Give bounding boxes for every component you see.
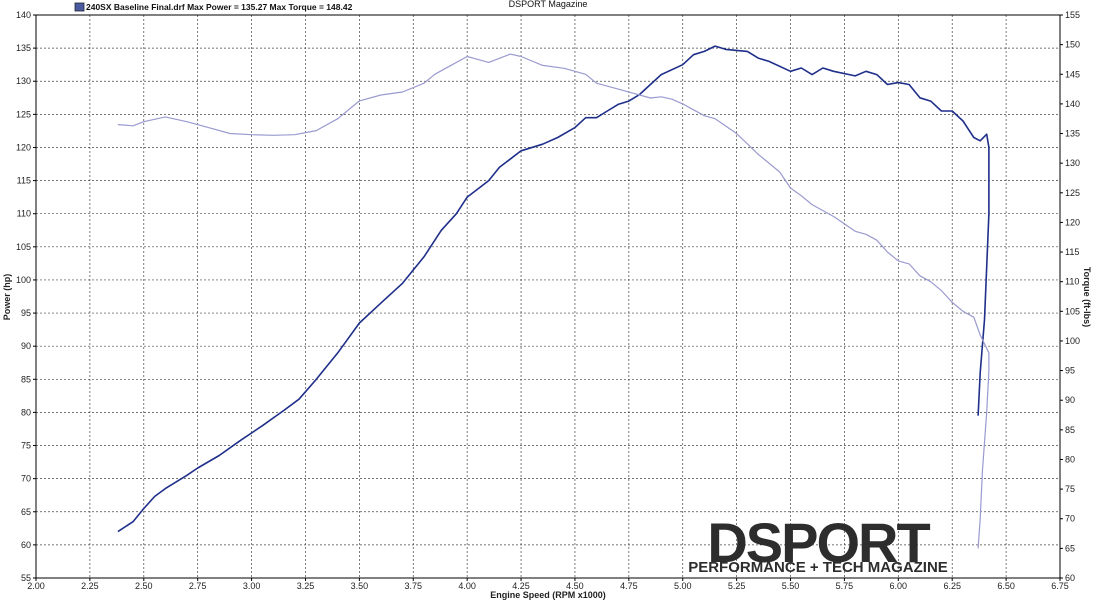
x-tick-label: 5.50 xyxy=(782,581,800,591)
y2-tick-label: 145 xyxy=(1065,69,1080,79)
x-tick-label: 5.75 xyxy=(836,581,854,591)
y2-tick-label: 125 xyxy=(1065,188,1080,198)
y-tick-label: 65 xyxy=(21,507,31,517)
y-tick-label: 115 xyxy=(17,176,31,186)
y2-tick-label: 85 xyxy=(1065,425,1075,435)
y-tick-label: 140 xyxy=(16,10,31,20)
y-tick-label: 110 xyxy=(17,209,31,219)
y-tick-label: 105 xyxy=(16,242,31,252)
y-tick-label: 80 xyxy=(21,407,31,417)
y2-tick-label: 110 xyxy=(1065,277,1079,287)
y2-tick-label: 75 xyxy=(1065,484,1075,494)
y-tick-label: 130 xyxy=(16,76,31,86)
y-tick-label: 75 xyxy=(21,441,31,451)
y2-tick-label: 115 xyxy=(1065,247,1079,257)
logo-wordmark: DSPORT xyxy=(707,511,930,574)
y-tick-label: 100 xyxy=(16,275,31,285)
x-tick-label: 3.50 xyxy=(351,581,369,591)
x-tick-label: 6.00 xyxy=(890,581,908,591)
legend: 240SX Baseline Final.drf Max Power = 135… xyxy=(74,2,353,12)
x-tick-label: 4.25 xyxy=(512,581,530,591)
x-tick-label: 4.50 xyxy=(566,581,584,591)
y2-tick-label: 130 xyxy=(1065,158,1080,168)
x-tick-label: 2.00 xyxy=(27,581,45,591)
y2-axis-ticks: 60 65 70 75 80 85 90 95 100 105 110 115 120 125 130 135… xyxy=(1060,10,1080,583)
x-tick-label: 2.25 xyxy=(81,581,99,591)
x-tick-label: 2.50 xyxy=(135,581,153,591)
y-tick-label: 120 xyxy=(16,142,31,152)
y-tick-label: 60 xyxy=(21,540,31,550)
power-series-line xyxy=(117,45,990,533)
legend-label: 240SX Baseline Final.drf Max Power = 135… xyxy=(86,2,353,12)
x-tick-label: 3.00 xyxy=(243,581,261,591)
y2-tick-label: 100 xyxy=(1065,336,1080,346)
x-tick-label: 5.25 xyxy=(728,581,746,591)
y-axis-title: Power (hp) xyxy=(2,274,12,321)
chart-title: DSPORT Magazine xyxy=(509,0,588,9)
y2-tick-label: 90 xyxy=(1065,395,1075,405)
x-tick-label: 3.25 xyxy=(297,581,315,591)
plot-frame xyxy=(35,14,1061,579)
x-tick-label: 3.75 xyxy=(404,581,422,591)
y2-tick-label: 120 xyxy=(1065,217,1080,227)
x-axis-title: Engine Speed (RPM x1000) xyxy=(490,590,606,600)
y2-tick-label: 65 xyxy=(1065,543,1075,553)
y-tick-label: 70 xyxy=(21,474,31,484)
logo-tagline: PERFORMANCE + TECH MAGAZINE xyxy=(688,559,948,576)
y-tick-label: 55 xyxy=(21,573,31,583)
y2-tick-label: 95 xyxy=(1065,366,1075,376)
y2-axis-title: Torque (ft-lbs) xyxy=(1082,267,1092,327)
y-tick-label: 90 xyxy=(21,341,31,351)
grid xyxy=(36,15,1060,578)
y2-tick-label: 155 xyxy=(1065,10,1080,20)
y-tick-label: 135 xyxy=(16,43,31,53)
x-axis-ticks: 2.00 2.25 2.50 2.75 3.00 3.25 3.50 3.75 4.00 4.25… xyxy=(27,578,1069,591)
y2-tick-label: 150 xyxy=(1065,40,1080,50)
x-tick-label: 6.25 xyxy=(943,581,961,591)
series-layer xyxy=(117,45,990,549)
y2-tick-label: 140 xyxy=(1065,99,1080,109)
y2-tick-label: 70 xyxy=(1065,514,1075,524)
x-tick-label: 6.75 xyxy=(1051,581,1069,591)
x-tick-label: 5.00 xyxy=(674,581,692,591)
x-tick-label: 4.75 xyxy=(620,581,638,591)
x-tick-label: 4.00 xyxy=(458,581,476,591)
y2-tick-label: 80 xyxy=(1065,454,1075,464)
y-tick-label: 85 xyxy=(21,374,31,384)
dsport-logo: DSPORT PERFORMANCE + TECH MAGAZINE xyxy=(688,511,948,576)
x-tick-label: 2.75 xyxy=(189,581,207,591)
y2-tick-label: 135 xyxy=(1065,129,1080,139)
y2-tick-label: 60 xyxy=(1065,573,1075,583)
y2-tick-label: 105 xyxy=(1065,306,1080,316)
y-tick-label: 125 xyxy=(16,109,31,119)
y-tick-label: 95 xyxy=(21,308,31,318)
legend-swatch xyxy=(74,2,85,12)
torque-series-line xyxy=(117,53,990,549)
x-tick-label: 6.50 xyxy=(997,581,1015,591)
y-axis-ticks: 55 60 65 70 75 80 85 90 95 100 105 110 115 120 125 130 1… xyxy=(16,10,36,583)
